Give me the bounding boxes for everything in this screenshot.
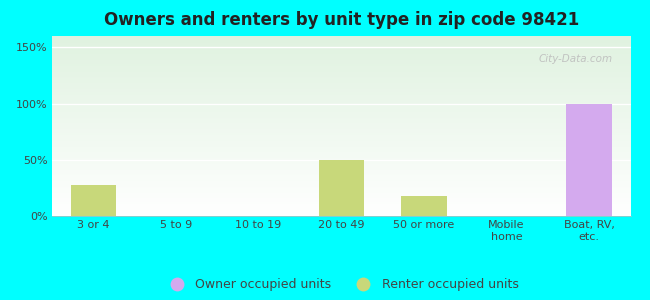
Bar <box>401 196 447 216</box>
Bar <box>566 103 612 216</box>
Bar <box>71 184 116 216</box>
Bar <box>318 160 364 216</box>
Text: City-Data.com: City-Data.com <box>539 54 613 64</box>
Title: Owners and renters by unit type in zip code 98421: Owners and renters by unit type in zip c… <box>103 11 579 29</box>
Legend: Owner occupied units, Renter occupied units: Owner occupied units, Renter occupied un… <box>159 273 523 296</box>
